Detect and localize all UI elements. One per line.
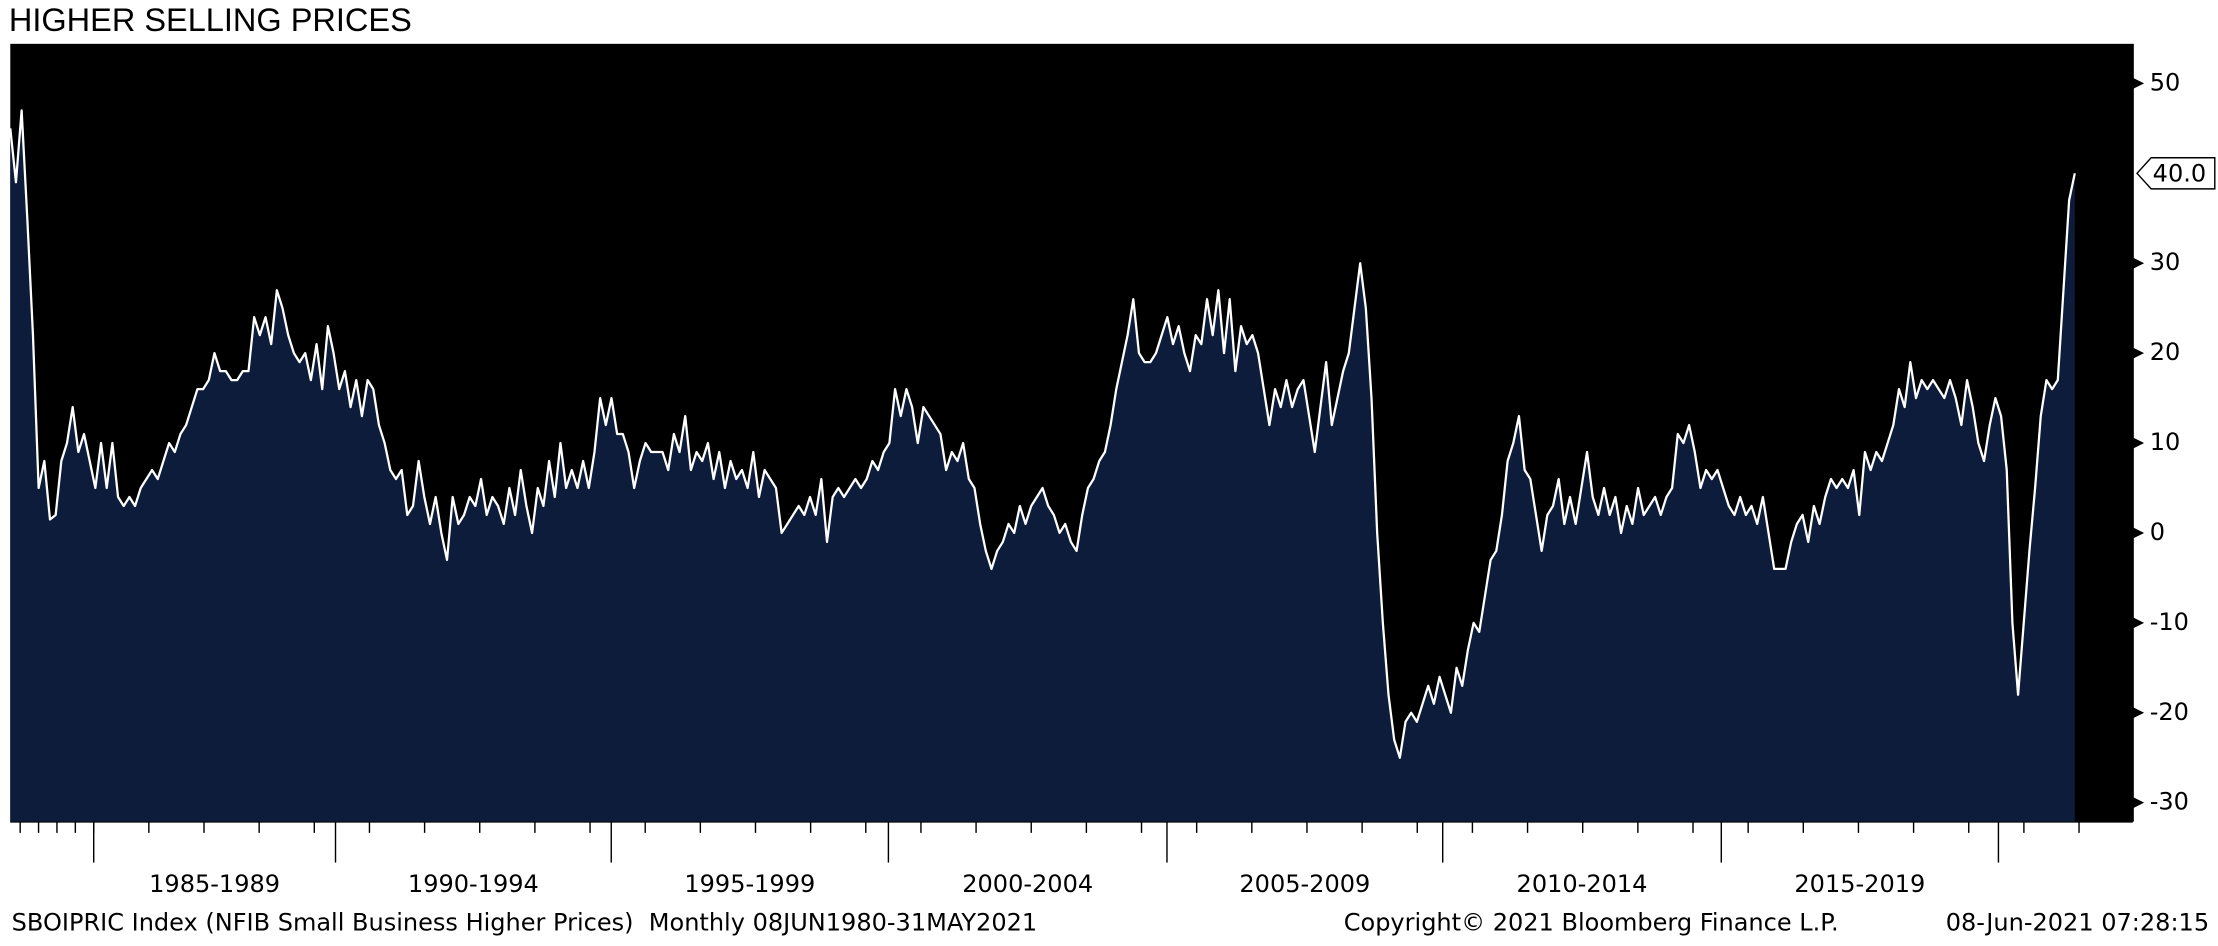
last-value-tag	[2136, 157, 2216, 190]
x-tick-label: 1995-1999	[684, 870, 815, 898]
y-tick	[2132, 77, 2145, 90]
x-tick-label: 1990-1994	[408, 870, 539, 898]
y-tick-label: -20	[2150, 698, 2189, 726]
y-tick	[2132, 527, 2145, 539]
footer-copyright: Copyright© 2021 Bloomberg Finance L.P.	[1344, 908, 1839, 936]
y-tick-label: 20	[2150, 338, 2181, 366]
y-tick	[2132, 437, 2145, 449]
y-tick-label: 50	[2150, 68, 2181, 96]
x-tick-label: 2010-2014	[1517, 870, 1648, 898]
line	[9, 109, 2076, 759]
y-tick	[2132, 617, 2145, 629]
y-tick-label: -10	[2150, 608, 2189, 636]
last-value-label: 40.0	[2153, 160, 2206, 188]
area-fill	[10, 110, 2075, 822]
x-tick-label: 2015-2019	[1794, 870, 1925, 898]
y-tick	[2132, 797, 2145, 809]
y-tick-label: 10	[2150, 428, 2181, 456]
x-tick-label: 2000-2004	[962, 870, 1093, 898]
y-tick	[2132, 707, 2145, 719]
footer-timestamp: 08-Jun-2021 07:28:15	[1946, 908, 2209, 936]
x-tick-label: 1985-1989	[149, 870, 280, 898]
y-tick-label: 0	[2150, 518, 2165, 546]
y-tick-label: -30	[2150, 788, 2189, 816]
chart-title: HIGHER SELLING PRICES	[9, 2, 412, 38]
x-tick-label: 2005-2009	[1239, 870, 1370, 898]
y-tick	[2132, 257, 2145, 269]
y-tick	[2132, 347, 2145, 359]
y-tick-label: 30	[2150, 248, 2181, 276]
footer-ticker: SBOIPRIC Index (NFIB Small Business High…	[12, 908, 1038, 936]
